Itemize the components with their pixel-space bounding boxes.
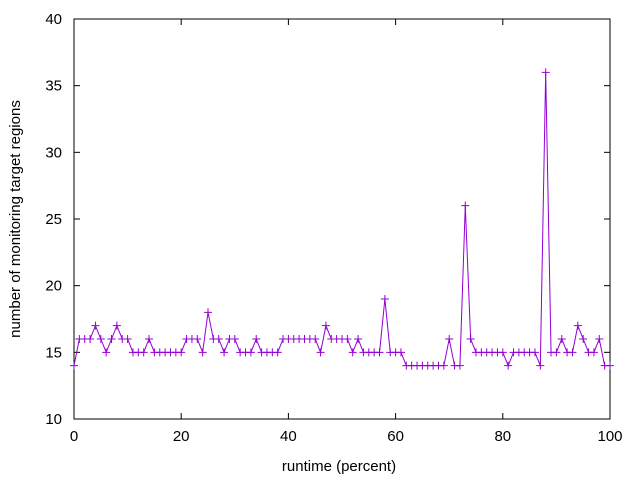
data-point-marker — [145, 335, 154, 343]
data-point-marker — [461, 201, 470, 210]
data-point-marker — [123, 335, 132, 343]
series-line — [73, 72, 610, 368]
data-point-marker — [220, 348, 229, 357]
data-point-marker — [557, 335, 566, 343]
data-point-marker — [568, 348, 577, 357]
data-point-marker — [86, 335, 95, 343]
x-tick-label: 40 — [280, 428, 297, 445]
data-point-marker — [70, 361, 78, 370]
x-tick-label: 60 — [387, 428, 404, 445]
data-point-marker — [204, 308, 212, 317]
data-point-marker — [380, 295, 389, 303]
data-point-marker — [552, 348, 561, 357]
data-point-marker — [455, 361, 464, 370]
y-tick-label: 40 — [45, 11, 62, 28]
data-point-marker — [498, 348, 507, 357]
data-point-marker — [589, 348, 598, 357]
data-point-marker — [273, 348, 282, 357]
data-point-marker — [573, 321, 582, 330]
data-point-marker — [177, 348, 186, 357]
data-point-marker — [321, 321, 330, 330]
data-point-marker — [193, 335, 202, 343]
data-point-marker — [579, 335, 588, 343]
data-point-marker — [198, 348, 207, 357]
y-axis-label: number of monitoring target regions — [7, 100, 24, 338]
data-point-marker — [595, 335, 604, 343]
data-point-marker — [504, 361, 513, 370]
y-tick-label: 15 — [45, 344, 62, 361]
data-point-marker — [246, 348, 255, 357]
y-tick-label: 10 — [45, 411, 62, 428]
axis-ticks: 0 20 40 60 80 100 10 15 20 25 30 35 40 — [45, 11, 622, 445]
y-tick-label: 20 — [45, 278, 62, 295]
data-point-marker — [530, 348, 539, 357]
data-point-marker — [343, 335, 352, 343]
data-point-marker — [445, 335, 454, 343]
data-point-marker — [91, 321, 100, 330]
y-tick-label: 25 — [45, 211, 62, 228]
plot-frame — [73, 18, 611, 420]
data-point-marker — [230, 335, 239, 343]
data-point-marker — [375, 348, 384, 357]
data-point-marker — [439, 361, 448, 370]
data-point-marker — [311, 335, 320, 343]
data-point-marker — [96, 335, 105, 343]
y-tick-label: 30 — [45, 144, 62, 161]
data-point-marker — [348, 348, 357, 357]
data-point-marker — [102, 348, 111, 357]
data-point-marker — [541, 68, 550, 77]
x-tick-label: 100 — [597, 428, 622, 445]
data-point-marker — [139, 348, 148, 357]
x-tick-label: 20 — [173, 428, 190, 445]
series-layer — [70, 68, 614, 370]
data-point-marker — [214, 335, 223, 343]
data-point-marker — [107, 335, 116, 343]
data-point-marker — [606, 361, 614, 370]
x-tick-label: 0 — [70, 428, 78, 445]
data-point-marker — [536, 361, 545, 370]
data-point-marker — [354, 335, 363, 343]
y-tick-label: 35 — [45, 78, 62, 95]
x-tick-label: 80 — [494, 428, 511, 445]
data-point-marker — [112, 321, 121, 330]
data-point-marker — [396, 348, 405, 357]
data-point-marker — [316, 348, 325, 357]
data-point-marker — [466, 335, 475, 343]
data-point-marker — [252, 335, 261, 343]
x-axis-label: runtime (percent) — [282, 458, 396, 475]
